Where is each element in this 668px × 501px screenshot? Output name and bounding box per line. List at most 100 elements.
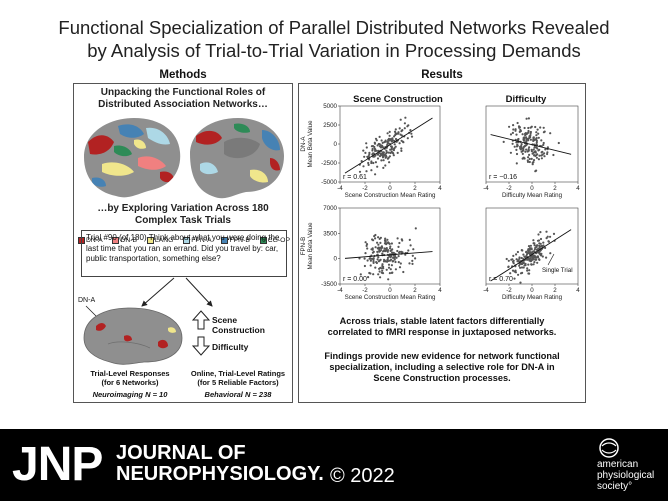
data-point (526, 132, 529, 135)
data-point (410, 132, 413, 135)
data-point (386, 258, 389, 261)
data-point (502, 140, 505, 143)
data-point (378, 143, 381, 146)
data-point (364, 241, 367, 244)
data-point (399, 118, 402, 121)
journal-name-line-2: NEUROPHYSIOLOGY. (116, 463, 324, 485)
data-point (388, 272, 391, 275)
data-point (520, 266, 524, 269)
data-point (365, 243, 369, 246)
data-point (375, 261, 378, 264)
data-point (386, 256, 390, 259)
methods-heading: Methods (159, 69, 207, 81)
data-point (533, 244, 536, 247)
methods-subtitle-2-line-1: …by Exploring Variation Across 180 (97, 203, 269, 214)
r-annotation: r = −0.16 (489, 174, 517, 181)
data-point (529, 134, 532, 137)
data-point (533, 146, 536, 149)
data-point (377, 236, 380, 239)
data-point (393, 143, 396, 146)
scatter-plot-3: -4 -2 0 2 4 7000 3500 0 -3500 FPN-BMean Beta Valu… (300, 205, 442, 301)
data-point (540, 157, 543, 160)
data-point (525, 117, 528, 120)
legend-swatch (259, 237, 267, 244)
data-point (373, 147, 376, 150)
legend-label: CG-OP (267, 237, 290, 244)
x-tick-label: -2 (362, 287, 368, 294)
data-point (394, 128, 397, 131)
data-point (397, 132, 400, 135)
data-point (519, 146, 522, 149)
data-point (528, 160, 531, 164)
data-point (360, 160, 363, 163)
data-point (522, 139, 526, 142)
data-point (512, 262, 515, 265)
data-point (533, 250, 536, 253)
up-arrow-icon (192, 310, 210, 330)
data-point (540, 154, 543, 157)
data-point (537, 233, 540, 236)
data-point (535, 134, 538, 137)
data-point (399, 133, 402, 136)
finding-1: Across trials, stable latent factors dif… (305, 316, 579, 338)
data-point (362, 165, 365, 168)
methods-subtitle-1-line-2: Distributed Association Networks… (98, 99, 268, 110)
data-point (552, 153, 555, 157)
data-point (388, 130, 391, 133)
data-point (527, 149, 530, 152)
data-point (518, 264, 521, 267)
data-point (374, 173, 377, 176)
data-point (372, 273, 375, 276)
callout-pointer (547, 253, 555, 266)
behavioral-n: Behavioral N = 238 (204, 390, 272, 399)
data-point (373, 235, 376, 238)
data-point (508, 125, 511, 128)
data-point (400, 149, 403, 152)
aps-line-1: american (597, 459, 639, 470)
data-point (407, 249, 410, 252)
data-point (381, 272, 385, 275)
data-point (387, 266, 391, 269)
data-point (374, 149, 377, 152)
scatter-plot-4: -4 -2 0 2 4 Difficulty Mean Rating r = 0.70 Sin… (483, 207, 580, 301)
x-axis-label: Difficulty Mean Rating (502, 192, 563, 199)
data-point (404, 253, 407, 256)
data-point (388, 247, 392, 250)
data-point (521, 261, 524, 265)
data-point (535, 141, 538, 144)
data-point (505, 257, 508, 261)
data-point (518, 260, 521, 263)
data-point (519, 148, 522, 151)
data-point (536, 147, 539, 150)
copyright: © 2022 (330, 465, 395, 487)
y-tick-label: 7000 (323, 205, 337, 212)
down-arrow-icon (192, 336, 210, 356)
data-point (523, 255, 526, 258)
data-point (549, 252, 552, 255)
data-point (402, 270, 405, 274)
data-point (535, 143, 538, 146)
data-point (391, 138, 394, 141)
x-tick-label: 2 (553, 185, 557, 192)
data-point (403, 122, 406, 125)
data-point (514, 129, 517, 132)
data-point (383, 247, 386, 250)
regression-line (490, 134, 572, 155)
data-point (519, 281, 522, 284)
data-point (387, 278, 390, 281)
dn-a-brain-label: DN-A (78, 297, 96, 304)
data-point (378, 155, 382, 158)
data-point (520, 143, 523, 146)
data-point (547, 240, 550, 243)
data-point (365, 170, 368, 173)
data-point (540, 139, 543, 142)
x-tick-label: -2 (506, 185, 512, 192)
branch-arrows (141, 277, 213, 307)
data-point (385, 149, 388, 152)
data-point (527, 245, 531, 248)
data-point (376, 250, 379, 253)
data-point (378, 237, 381, 240)
data-point (374, 137, 378, 140)
finding-2-line-3: Scene Construction processes. (373, 373, 511, 383)
data-point (367, 163, 370, 166)
